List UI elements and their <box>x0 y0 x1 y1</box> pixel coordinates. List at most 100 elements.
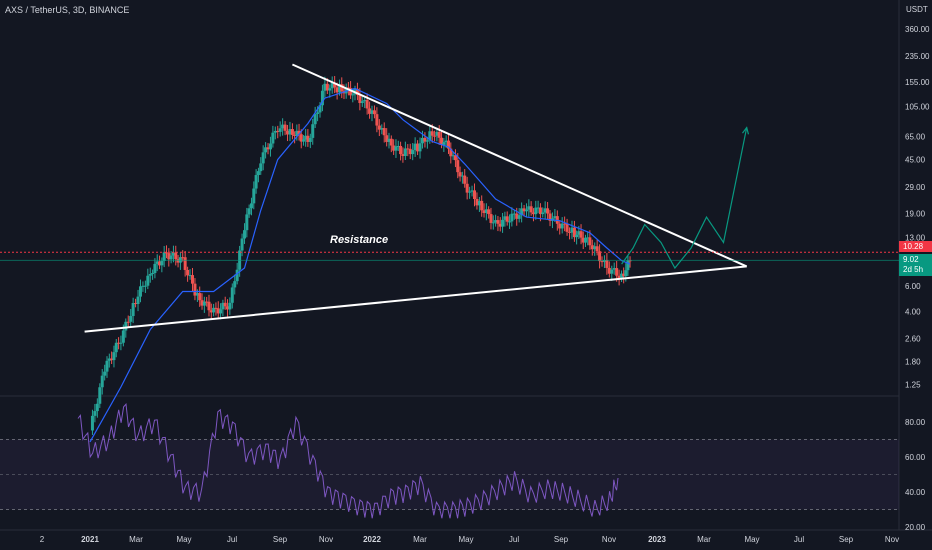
candle-body <box>375 114 379 126</box>
price-lines <box>0 251 899 261</box>
candle-body <box>423 137 427 142</box>
candle-body <box>155 261 159 264</box>
candle-body <box>328 88 332 91</box>
candle-body <box>626 260 630 271</box>
price-tick-label: 155.00 <box>905 78 930 87</box>
candle-body <box>316 112 320 114</box>
candle-body <box>308 137 312 142</box>
candle-body <box>508 221 512 223</box>
candle-body <box>93 411 97 416</box>
candle-body <box>617 275 621 279</box>
candle-body <box>158 261 162 266</box>
candle-body <box>568 231 572 233</box>
candle-body <box>228 302 232 310</box>
candle-body <box>268 143 272 150</box>
trendlines <box>84 63 748 333</box>
price-tick-label: 1.25 <box>905 380 921 389</box>
candle-body <box>131 303 135 317</box>
candle-body <box>460 175 464 177</box>
candle-body <box>256 171 260 176</box>
price-tick-label: 1.80 <box>905 358 921 367</box>
time-axis[interactable]: 2 2021 Mar May Jul Sep Nov 2022 Mar May Jul Sep Nov 2… <box>40 535 899 544</box>
candle-body <box>512 213 516 215</box>
candle-body <box>338 84 342 93</box>
candle-body <box>503 216 507 220</box>
candle-body <box>105 360 109 372</box>
candle-body <box>444 140 448 143</box>
candle-body <box>186 269 190 276</box>
candle-body <box>442 142 446 145</box>
time-tick-label: Mar <box>413 535 427 544</box>
candle-body <box>349 88 353 96</box>
candle-body <box>171 252 175 256</box>
resistance-label: Resistance <box>330 234 389 246</box>
candle-body <box>214 307 218 309</box>
candle-body <box>558 223 562 229</box>
rsi-tick-label: 20.00 <box>905 523 926 532</box>
candle-body <box>563 223 567 225</box>
candle-body <box>283 124 287 131</box>
candle-body <box>266 147 270 150</box>
candle-body <box>313 113 317 125</box>
candle-body <box>209 310 213 313</box>
candle-body <box>160 261 164 266</box>
rsi-axis: 80.00 60.00 40.00 20.00 <box>905 418 926 532</box>
candle-body <box>202 301 206 306</box>
candle-body <box>141 285 145 287</box>
candle-body <box>583 238 587 243</box>
candles <box>90 76 632 435</box>
candle-body <box>340 84 344 92</box>
price-tick-label: 45.00 <box>905 156 926 165</box>
candle-body <box>129 316 133 322</box>
candle-body <box>325 83 329 91</box>
candle-body <box>605 259 609 268</box>
candle-body <box>496 220 500 224</box>
candle-body <box>333 82 337 88</box>
candle-body <box>491 222 495 224</box>
candle-body <box>112 352 116 361</box>
time-tick-label: Nov <box>885 535 899 544</box>
candle-body <box>440 137 444 145</box>
candle-body <box>198 293 202 301</box>
rsi-line <box>77 403 619 519</box>
candle-body <box>389 138 393 146</box>
candle-body <box>188 275 192 277</box>
candle-body <box>221 302 225 310</box>
candle-body <box>541 212 545 215</box>
candle-body <box>622 273 626 277</box>
support-trendline <box>84 265 747 333</box>
candle-body <box>456 160 460 173</box>
symbol-title[interactable]: AXS / TetherUS, 3D, BINANCE <box>5 5 130 15</box>
candle-body <box>534 207 538 215</box>
candle-body <box>465 183 469 193</box>
candle-body <box>119 342 123 344</box>
candle-body <box>487 209 491 215</box>
price-tick-label: 235.00 <box>905 52 930 61</box>
time-tick-label: Sep <box>273 535 288 544</box>
candle-body <box>183 257 187 270</box>
candle-body <box>107 358 111 361</box>
projection-arrowhead <box>742 126 750 135</box>
candle-body <box>363 99 367 102</box>
candle-body <box>620 273 624 279</box>
candle-body <box>453 155 457 161</box>
candle-body <box>433 135 437 137</box>
candle-body <box>181 257 185 259</box>
time-tick-label: 2 <box>40 535 45 544</box>
candle-body <box>418 143 422 152</box>
candle-body <box>505 216 509 222</box>
candle-body <box>449 148 453 157</box>
candle-body <box>355 88 359 95</box>
candle-body <box>600 261 604 263</box>
candle-body <box>117 342 121 344</box>
candle-body <box>346 87 350 89</box>
currency-label: USDT <box>906 5 928 14</box>
candle-body <box>95 403 99 412</box>
candle-body <box>290 129 294 135</box>
candle-body <box>226 306 230 310</box>
price-axis[interactable]: 360.00 235.00 155.00 105.00 65.00 45.00 29.00 1… <box>905 25 930 389</box>
ema-layer <box>89 87 631 443</box>
candle-body <box>546 208 550 214</box>
candle-body <box>510 213 514 222</box>
